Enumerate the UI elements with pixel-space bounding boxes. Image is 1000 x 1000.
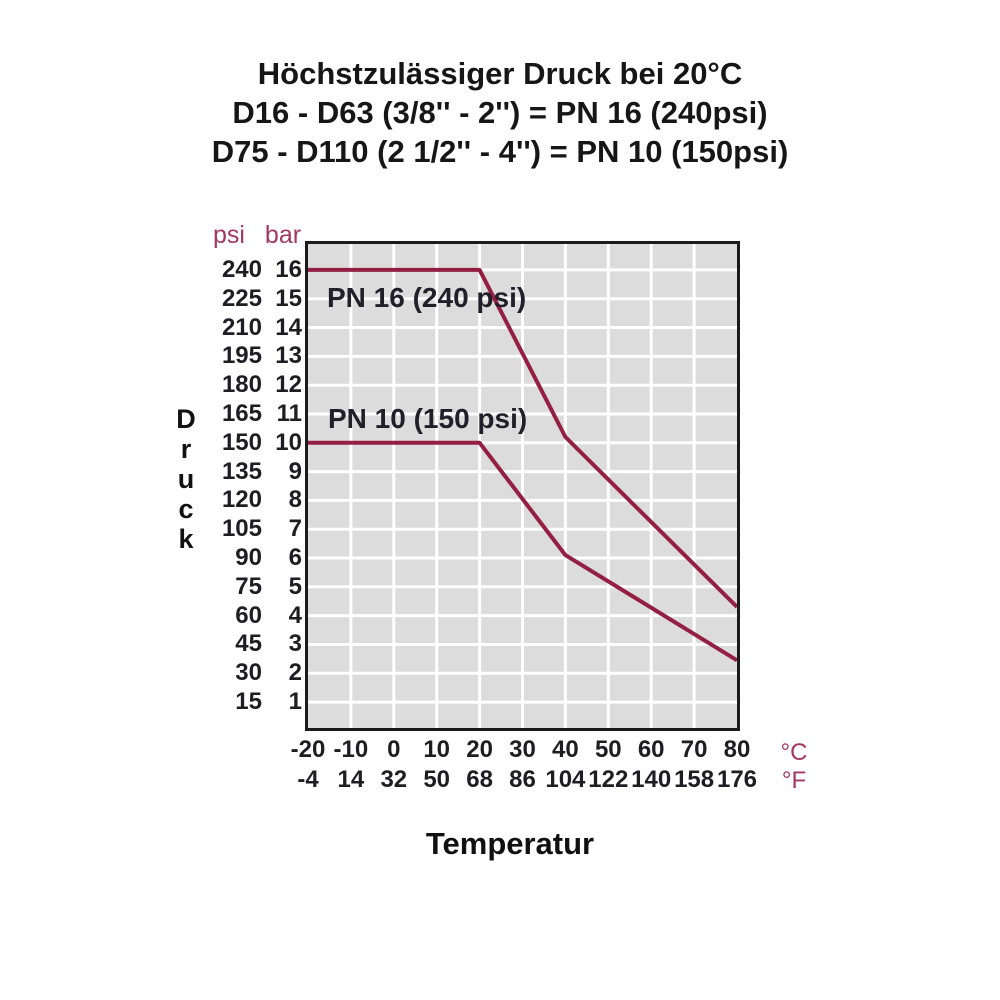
- druck-letter: r: [180, 434, 192, 464]
- y-tick-psi: 15: [235, 688, 262, 716]
- y-tick-bar: 16: [275, 255, 302, 283]
- y-tick-psi: 60: [235, 601, 262, 629]
- page-title: Höchstzulässiger Druck bei 20°C D16 - D6…: [0, 54, 1000, 171]
- x-tick-fahrenheit: 104: [545, 766, 586, 793]
- druck-letter: u: [177, 464, 195, 494]
- y-tick-psi: 225: [221, 284, 262, 312]
- y-tick-psi: 165: [221, 399, 262, 427]
- x-tick-celsius: -10: [333, 736, 369, 763]
- y-tick-psi: 90: [235, 544, 262, 572]
- x-tick-celsius: 30: [509, 736, 536, 763]
- x-tick-fahrenheit: 14: [337, 766, 365, 793]
- x-tick-fahrenheit: 32: [380, 766, 408, 793]
- y-tick-bar: 13: [275, 342, 302, 370]
- y-tick-bar: 9: [288, 457, 302, 485]
- y-tick-psi: 195: [221, 342, 262, 370]
- x-tick-celsius: 10: [423, 736, 451, 763]
- celsius-unit-label: °C: [780, 739, 808, 766]
- y-tick-psi: 75: [235, 572, 262, 600]
- druck-letter: D: [176, 404, 196, 434]
- y-tick-bar: 7: [288, 515, 302, 543]
- y-tick-bar: 1: [288, 688, 302, 716]
- title-line-2: D16 - D63 (3/8'' - 2'') = PN 16 (240psi): [232, 95, 768, 130]
- y-tick-bar: 12: [275, 371, 302, 399]
- x-tick-celsius: 40: [552, 736, 579, 763]
- y-tick-bar: 5: [288, 572, 302, 600]
- y-tick-psi: 180: [221, 371, 262, 399]
- y-tick-psi: 135: [221, 457, 262, 485]
- x-tick-fahrenheit: 158: [674, 766, 715, 793]
- x-tick-celsius: 0: [387, 736, 401, 763]
- y-tick-psi: 120: [221, 486, 262, 514]
- x-axis-label-temperatur: Temperatur: [425, 826, 595, 861]
- druck-letter: c: [178, 494, 194, 524]
- y-tick-bar: 14: [275, 313, 302, 341]
- x-tick-celsius: 50: [594, 736, 622, 763]
- y-tick-psi: 105: [221, 515, 262, 543]
- y-tick-psi: 45: [235, 630, 262, 658]
- x-tick-fahrenheit: 50: [423, 766, 451, 793]
- series-label-pn10: PN 10 (150 psi): [328, 403, 528, 434]
- curve-pn10: [308, 440, 737, 663]
- x-tick-fahrenheit: 176: [716, 766, 758, 793]
- plot-area: [305, 241, 740, 731]
- title-line-3: D75 - D110 (2 1/2'' - 4'') = PN 10 (150p…: [211, 134, 789, 169]
- x-tick-fahrenheit: 86: [509, 766, 536, 793]
- x-tick-celsius: 70: [680, 736, 708, 763]
- y-tick-bar: 2: [288, 659, 302, 687]
- y-tick-psi: 30: [235, 659, 262, 687]
- druck-letter: k: [178, 524, 194, 554]
- curve-pn16: [308, 267, 737, 609]
- x-tick-fahrenheit: 140: [631, 766, 672, 793]
- y-tick-bar: 3: [288, 630, 302, 658]
- x-tick-celsius: 20: [466, 736, 493, 763]
- plot-grid-and-curves: [308, 244, 737, 728]
- y-tick-psi: 240: [221, 255, 262, 283]
- x-tick-celsius: 60: [637, 736, 665, 763]
- psi-unit-label: psi: [213, 221, 245, 249]
- fahrenheit-unit-label: °F: [781, 767, 807, 794]
- y-tick-bar: 8: [288, 486, 302, 514]
- x-tick-celsius: 80: [723, 736, 751, 763]
- y-tick-psi: 210: [221, 313, 262, 341]
- x-tick-fahrenheit: -4: [297, 766, 319, 793]
- y-tick-bar: 4: [288, 601, 302, 629]
- y-tick-bar: 6: [288, 544, 302, 572]
- bar-unit-label: bar: [264, 221, 302, 249]
- y-tick-bar: 11: [276, 399, 302, 427]
- x-tick-celsius: -20: [290, 736, 326, 763]
- y-tick-psi: 150: [221, 428, 262, 456]
- x-tick-fahrenheit: 122: [588, 766, 629, 793]
- title-line-1: Höchstzulässiger Druck bei 20°C: [257, 56, 743, 91]
- y-tick-bar: 15: [275, 284, 302, 312]
- y-tick-bar: 10: [275, 428, 302, 456]
- x-tick-fahrenheit: 68: [466, 766, 493, 793]
- series-label-pn16: PN 16 (240 psi): [327, 282, 527, 313]
